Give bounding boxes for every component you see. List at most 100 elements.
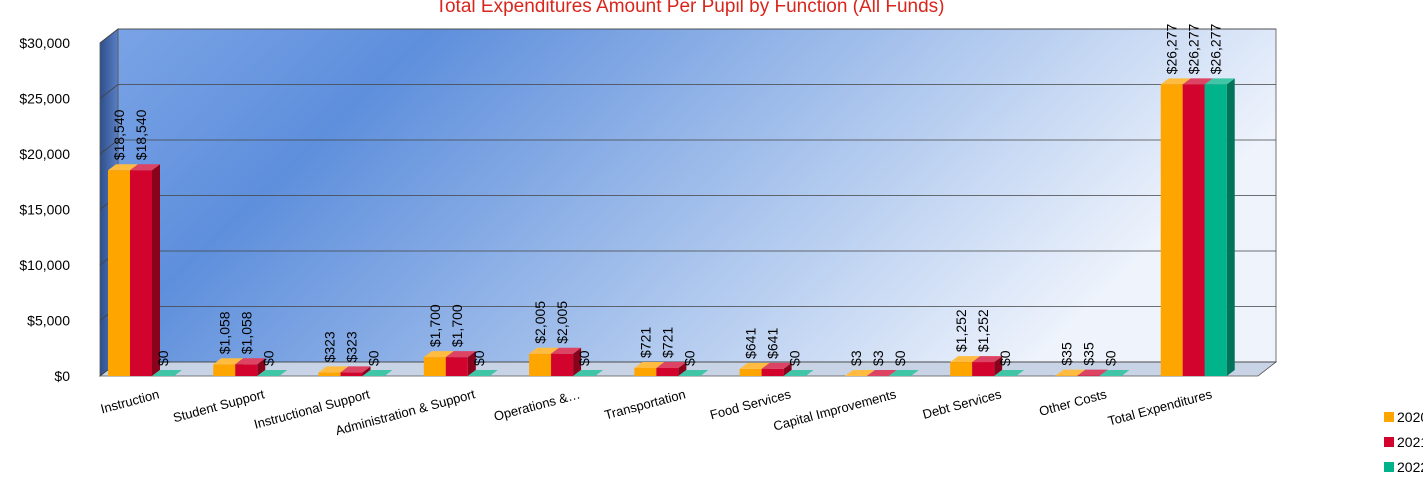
bar-top [1204,78,1235,85]
x-tick-label: Other Costs [1037,386,1108,419]
bar-top [888,370,919,376]
data-label: $26,277 [1186,24,1202,75]
bar-top [318,366,349,373]
bar [318,372,341,376]
x-tick-label: Total Expenditures [1106,386,1214,428]
bar [656,367,679,376]
grid-line [99,139,1276,155]
bar-side [1099,369,1108,376]
bar-side [573,347,582,376]
x-tick-label: Instruction [99,386,161,416]
x-tick-label: Transportation [603,386,687,422]
data-label: $721 [659,327,675,358]
bar-top [257,370,288,376]
x-tick-label: Operations &… [492,386,582,423]
bar-side [678,361,687,376]
data-label: $3 [870,350,886,366]
data-label: $35 [1080,342,1096,366]
data-label: $0 [155,350,171,366]
bar-top [1077,369,1108,376]
bar [529,353,552,376]
x-tick-label: Debt Services [921,386,1004,422]
data-label: $0 [1102,350,1118,366]
bar-top [761,362,792,369]
y-tick-label: $0 [54,368,70,384]
bar [108,170,130,376]
bar [213,364,236,376]
bar-top [362,370,393,376]
bar-top [950,356,981,363]
bar [423,357,446,376]
y-tick-label: $5,000 [27,313,70,329]
bar-top [1055,369,1086,376]
bar [551,353,574,376]
bar-top [866,369,897,376]
bar-top [340,366,371,373]
data-label: $0 [787,350,803,366]
bar-top [108,164,138,171]
bar [445,357,468,376]
data-label: $0 [366,350,382,366]
bar-top [739,362,770,369]
bar-top [423,351,454,358]
data-label: $2,005 [532,301,548,344]
bar-side [362,366,371,376]
legend-label: 2020-2021 [1397,409,1423,425]
bar-side [888,369,897,376]
bar [972,362,995,376]
legend-swatch [1384,412,1394,422]
data-label: $26,277 [1208,24,1224,75]
legend-swatch [1384,437,1394,447]
bar-side [467,351,476,376]
data-label: $35 [1058,342,1074,366]
data-label: $0 [260,350,276,366]
bar [761,368,784,376]
bar-side [994,356,1003,376]
bar [634,367,657,376]
bar [235,364,258,376]
bar [739,368,762,376]
data-label: $18,540 [111,109,127,160]
grid-line [99,84,1276,99]
data-label: $26,277 [1164,24,1180,75]
bar [340,372,363,376]
bar-top [213,358,244,365]
bar-top [844,369,875,376]
bar-side [257,358,266,376]
data-label: $0 [892,350,908,366]
bar-top [678,370,709,376]
bar-top [972,356,1003,363]
legend-swatch [1384,462,1394,472]
bar-top [994,370,1025,376]
x-tick-label: Capital Improvements [772,386,898,433]
bar-top [1182,78,1213,85]
bar [950,362,973,376]
grid-line [99,28,1276,44]
bar-top [551,347,582,354]
bar-top [1099,370,1130,376]
data-label: $0 [681,350,697,366]
data-label: $641 [765,328,781,359]
data-label: $1,252 [953,309,969,352]
data-label: $0 [471,350,487,366]
bar-top [783,370,814,376]
bar-top [1160,78,1191,85]
bar-top [529,347,560,354]
bar [1182,84,1205,376]
y-tick-label: $10,000 [19,257,70,273]
data-label: $0 [997,350,1013,366]
y-tick-label: $15,000 [19,202,70,218]
data-label: $3 [848,350,864,366]
data-label: $1,700 [449,304,465,347]
y-tick-label: $25,000 [19,91,70,107]
data-label: $1,700 [427,304,443,347]
bar-top [152,370,182,376]
bar-top [573,370,604,376]
data-label: $323 [344,331,360,362]
y-tick-label: $20,000 [19,146,70,162]
data-label: $0 [576,350,592,366]
bar-top [656,361,687,368]
bar-side [783,362,792,376]
data-label: $323 [322,331,338,362]
